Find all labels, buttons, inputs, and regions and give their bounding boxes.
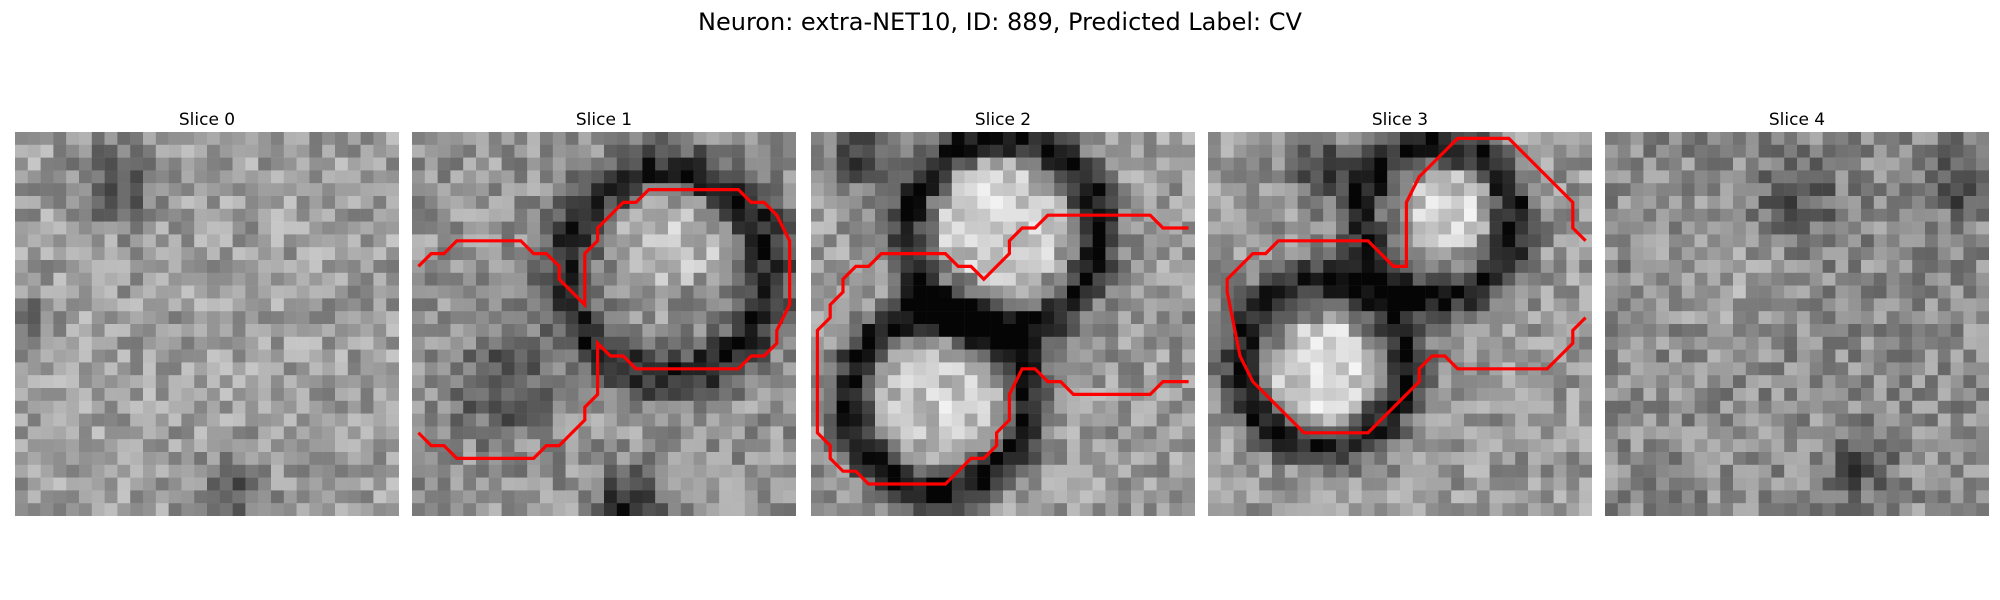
contour-line <box>815 213 1189 486</box>
slice-image-4 <box>1605 132 1989 516</box>
slice-panel-4: Slice 4 <box>1605 108 1989 516</box>
slice-title: Slice 4 <box>1768 110 1826 130</box>
slice-title: Slice 3 <box>1371 110 1429 130</box>
slice-title: Slice 2 <box>974 110 1032 130</box>
slice-panel-2: Slice 2 <box>811 108 1195 516</box>
slice-image-2 <box>811 132 1195 516</box>
slice-panel-3: Slice 3 <box>1208 108 1592 516</box>
slice-image-3 <box>1208 132 1592 516</box>
slice-title: Slice 1 <box>575 110 633 130</box>
contour-line <box>417 188 792 460</box>
slice-image-1 <box>412 132 796 516</box>
slice-panel-1: Slice 1 <box>412 108 796 516</box>
slice-title: Slice 0 <box>178 110 236 130</box>
figure-title: Neuron: extra-NET10, ID: 889, Predicted … <box>698 8 1302 36</box>
slice-image-0 <box>15 132 399 516</box>
contour-line <box>1225 136 1587 435</box>
slice-panel-0: Slice 0 <box>15 108 399 516</box>
